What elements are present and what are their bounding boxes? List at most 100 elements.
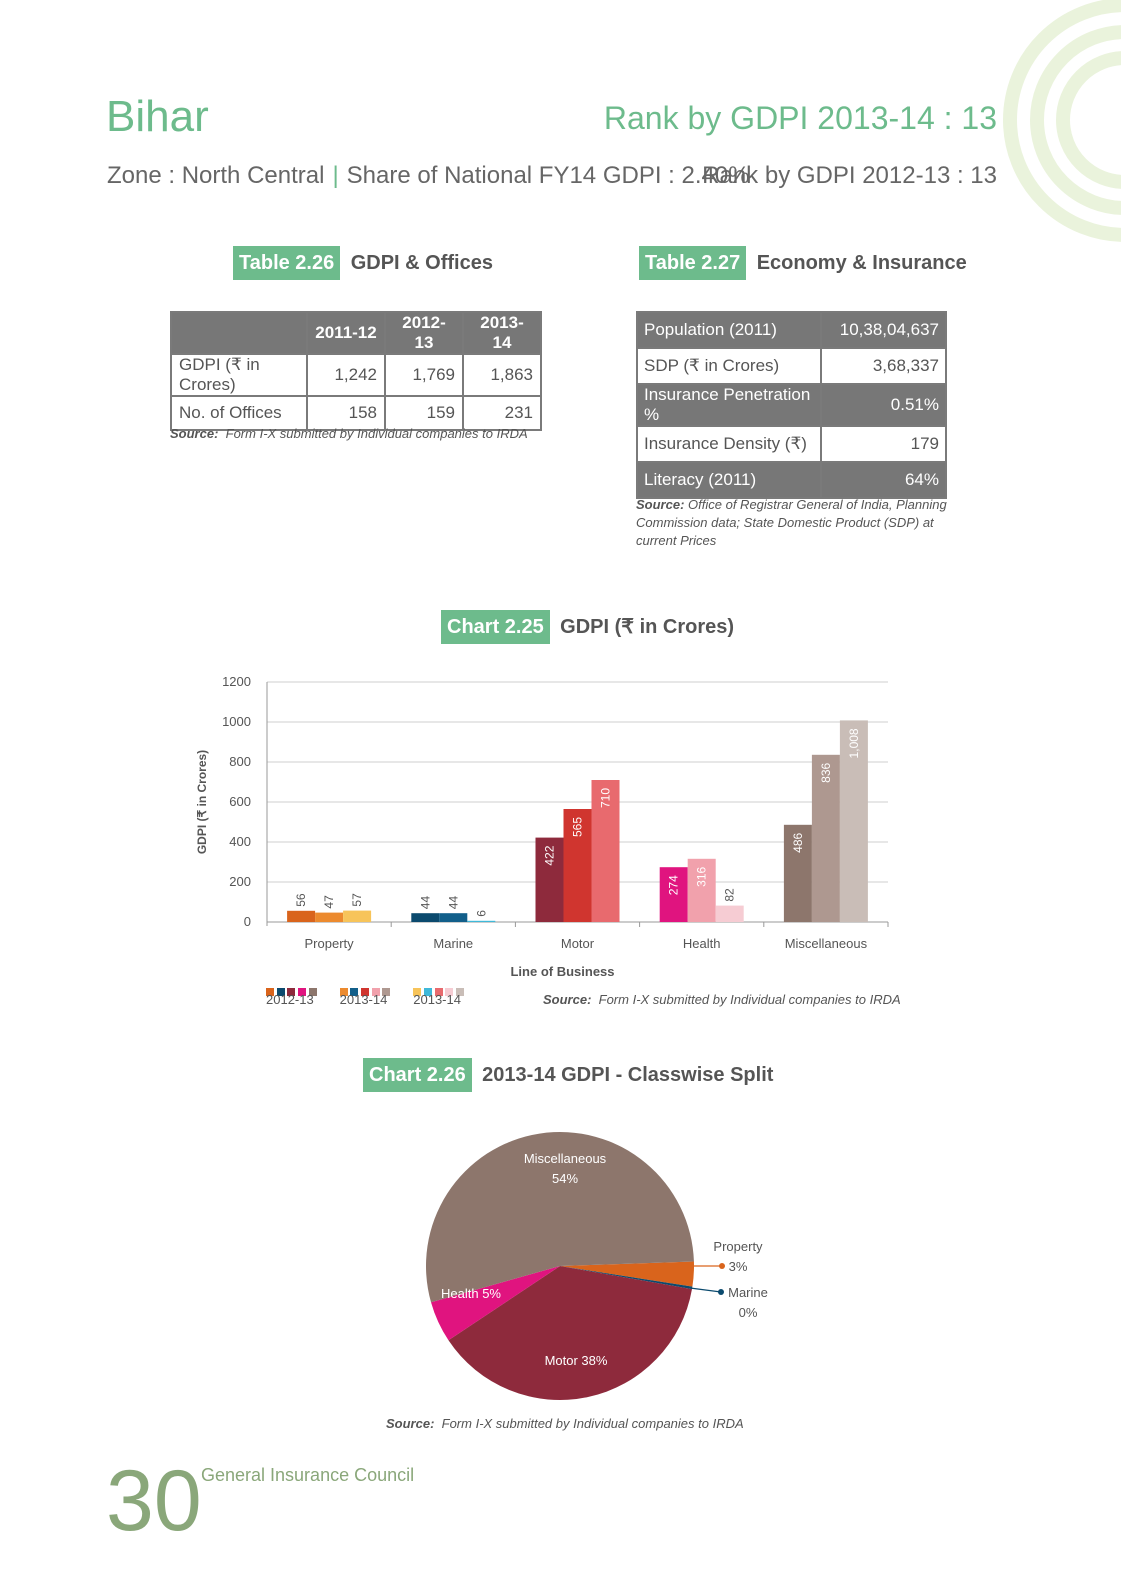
data-label: 565 (571, 817, 585, 837)
header-cell (170, 311, 308, 355)
bar (343, 910, 372, 922)
x-axis-title: Line of Business (510, 964, 614, 979)
slice-percent: 0% (739, 1305, 758, 1320)
x-tick-label: Motor (561, 936, 595, 951)
data-label: 6 (474, 910, 488, 917)
bar (411, 913, 440, 922)
slice-percent: 54% (552, 1171, 578, 1186)
classwise-pie-chart: Miscellaneous 54% Motor 38% Health 5% Proper… (426, 1132, 768, 1400)
cell: 64% (820, 461, 947, 499)
table-row: Insurance Penetration % 0.51% (636, 383, 947, 427)
chart-226-tag: Chart 2.26 (363, 1058, 472, 1092)
legend-item-3: 2013-14 (413, 984, 475, 1007)
row-label: Insurance Penetration % (636, 383, 822, 427)
row-label: GDPI (₹ in Crores) (170, 353, 308, 397)
table-row: Population (2011) 10,38,04,637 (636, 311, 947, 349)
cell: 10,38,04,637 (820, 311, 947, 349)
cell: 158 (306, 395, 386, 431)
y-tick-label: 1000 (222, 714, 251, 729)
row-label: Population (2011) (636, 311, 822, 349)
legend-swatches (339, 984, 402, 996)
table-row: SDP (₹ in Crores) 3,68,337 (636, 347, 947, 385)
separator: | (332, 162, 339, 189)
row-label: Literacy (2011) (636, 461, 822, 499)
bar (287, 910, 316, 922)
data-label: 710 (599, 788, 613, 808)
y-tick-label: 1200 (222, 674, 251, 689)
bar (315, 912, 344, 922)
x-tick-label: Marine (433, 936, 473, 951)
legend-swatches (413, 984, 475, 996)
legend-swatches (266, 984, 328, 996)
slice-label: Health 5% (441, 1286, 501, 1301)
leader-dot (719, 1263, 725, 1269)
legend-item-1: 2012-13 (266, 984, 328, 1007)
data-label: 486 (791, 832, 805, 852)
row-label: SDP (₹ in Crores) (636, 347, 822, 385)
y-tick-label: 0 (244, 914, 251, 929)
table-row: Insurance Density (₹) 179 (636, 425, 947, 463)
bar (659, 867, 688, 922)
source-label: Source: (386, 1416, 435, 1431)
cell: 231 (462, 395, 542, 431)
table-226: 2011-12 2012-13 2013-14 GDPI (₹ in Crore… (170, 311, 542, 431)
header-cell: 2013-14 (462, 311, 542, 355)
bar (467, 920, 496, 922)
data-label: 56 (294, 893, 308, 907)
x-tick-label: Health (683, 936, 721, 951)
chart-226-heading: Chart 2.26 2013-14 GDPI - Classwise Spli… (363, 1058, 774, 1092)
data-label: 422 (543, 845, 557, 865)
pie-slice (560, 1261, 694, 1287)
source-text: current Prices (636, 533, 717, 548)
slice-label: Property (713, 1239, 763, 1254)
table-row: No. of Offices 158 159 231 (170, 395, 542, 431)
share-label: Share of National FY14 GDPI : 2.40% (346, 162, 750, 189)
bar (839, 720, 868, 922)
slice-label: Miscellaneous (524, 1151, 607, 1166)
bar (715, 905, 744, 922)
row-label: No. of Offices (170, 395, 308, 431)
table-227-heading: Table 2.27 Economy & Insurance (639, 246, 967, 280)
header-cell: 2011-12 (306, 311, 386, 355)
chart-226-title: 2013-14 GDPI - Classwise Split (482, 1064, 774, 1086)
y-tick-label: 800 (229, 754, 251, 769)
cell: 179 (820, 425, 947, 463)
slice-percent: 3% (729, 1259, 748, 1274)
table-227-tag: Table 2.27 (639, 246, 747, 280)
table-226-title: GDPI & Offices (350, 252, 493, 274)
cell: 1,242 (306, 353, 386, 397)
data-label: 274 (667, 875, 681, 895)
leader-line (689, 1287, 722, 1293)
pie-slice (431, 1266, 560, 1341)
zone-share-line: Zone : North Central | Share of National F… (107, 162, 750, 190)
table-header-row: 2011-12 2012-13 2013-14 (170, 311, 542, 355)
header-cell: 2012-13 (384, 311, 464, 355)
y-tick-label: 400 (229, 834, 251, 849)
rank-current: Rank by GDPI 2013-14 : 13 (603, 100, 997, 136)
data-label: 82 (723, 888, 737, 902)
source-text: Form I-X submitted by Individual compani… (441, 1416, 744, 1431)
source-label: Source: (170, 426, 219, 441)
row-label: Insurance Density (₹) (636, 425, 822, 463)
state-name: Bihar (106, 92, 209, 141)
x-tick-label: Property (305, 936, 355, 951)
cell: 1,863 (462, 353, 542, 397)
legend-label: 2012-13 (266, 992, 314, 1007)
chart-225-heading: Chart 2.25 GDPI (₹ in Crores) (441, 610, 734, 644)
pie-slice (560, 1266, 693, 1290)
table-row: GDPI (₹ in Crores) 1,242 1,769 1,863 (170, 353, 542, 397)
bar (687, 858, 716, 922)
y-tick-label: 200 (229, 874, 251, 889)
bar (535, 837, 564, 922)
gdpi-bar-chart: 0 200 400 600 800 1000 1200 Property 56 47 57 Marin… (195, 674, 889, 979)
cell: 159 (384, 395, 464, 431)
table-227-title: Economy & Insurance (756, 252, 967, 274)
cell: 0.51% (820, 383, 947, 427)
pie-slice (426, 1132, 694, 1303)
data-label: 57 (350, 893, 364, 907)
source-text: Commission data; State Domestic Product … (636, 515, 934, 530)
slice-label: Marine (728, 1285, 768, 1300)
data-label: 44 (418, 896, 432, 910)
zone-label: Zone : North Central (107, 162, 325, 189)
chart-225-source: Source: Form I-X submitted by Individual… (543, 992, 901, 1007)
